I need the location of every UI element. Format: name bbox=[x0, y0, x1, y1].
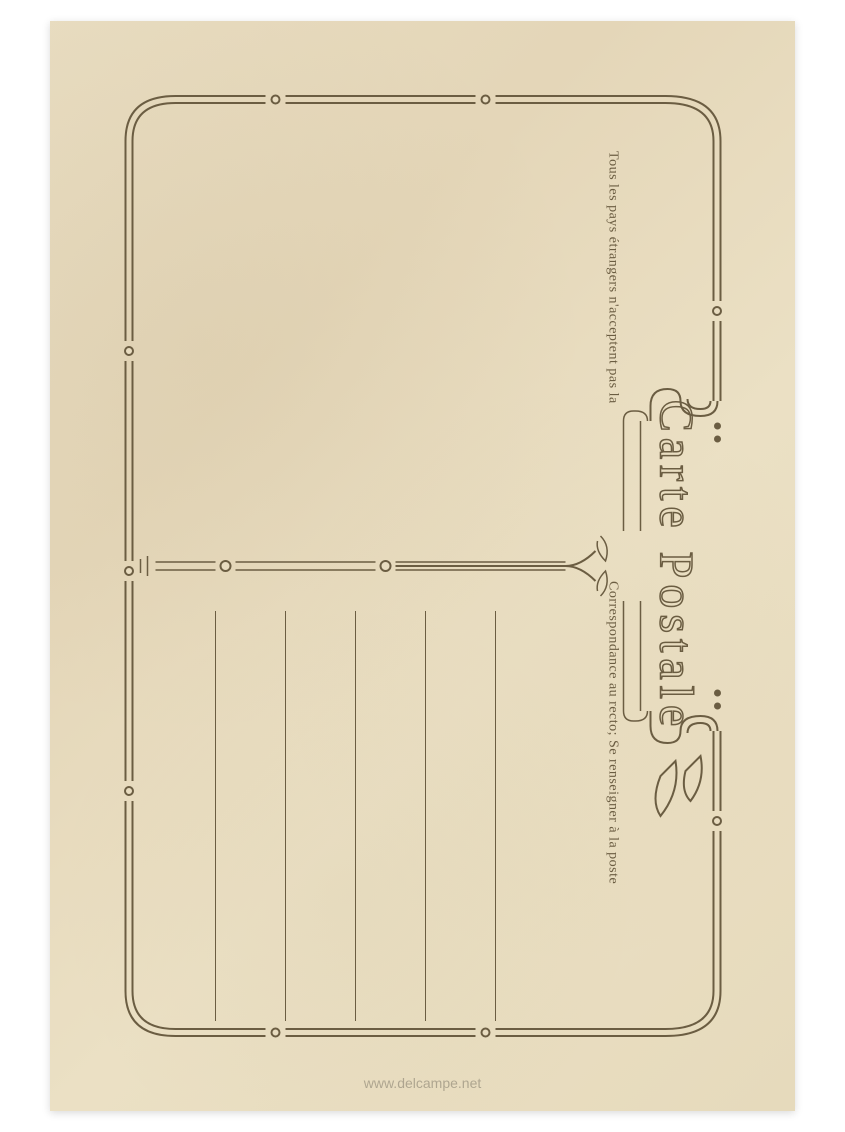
watermark: www.delcampe.net bbox=[364, 1075, 482, 1091]
subtitle-right: Correspondance au recto; Se renseigner à… bbox=[604, 581, 620, 884]
postcard-content: Carte Postale Tous les pays étrangers n'… bbox=[50, 21, 795, 1111]
postcard: Carte Postale Tous les pays étrangers n'… bbox=[50, 21, 795, 1111]
subtitle-left: Tous les pays étrangers n'acceptent pas … bbox=[604, 151, 620, 404]
postcard-title: Carte Postale bbox=[648, 400, 703, 733]
